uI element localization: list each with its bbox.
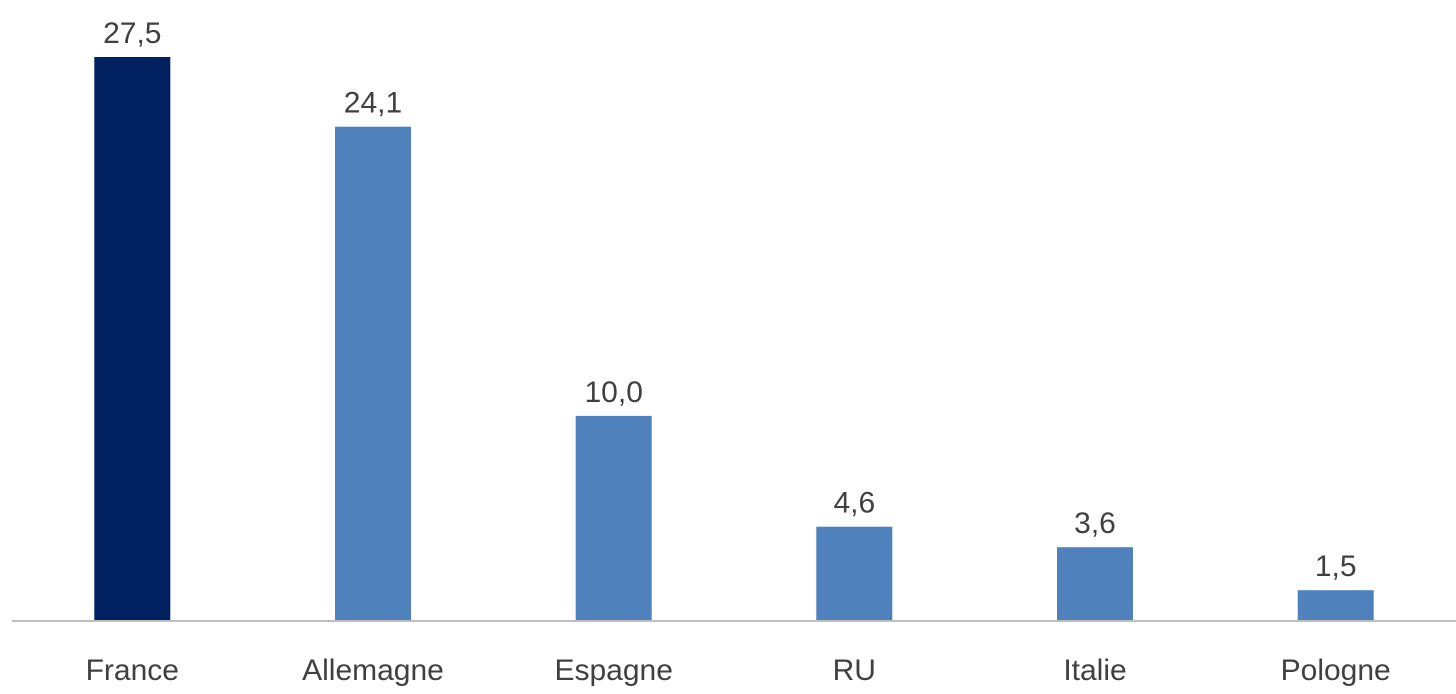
category-label-ru: RU <box>833 654 876 687</box>
bar-espagne <box>575 415 652 621</box>
value-label-pologne: 1,5 <box>1315 550 1357 583</box>
value-label-allemagne: 24,1 <box>344 87 402 120</box>
bar-france <box>94 57 171 621</box>
category-label-espagne: Espagne <box>554 654 672 687</box>
category-label-italie: Italie <box>1063 654 1126 687</box>
category-label-pologne: Pologne <box>1281 654 1391 687</box>
category-labels-group: France Allemagne Espagne RU Italie Pologne <box>86 654 1391 687</box>
value-label-france: 27,5 <box>103 17 161 50</box>
category-label-allemagne: Allemagne <box>302 654 444 687</box>
bar-italie <box>1057 547 1133 621</box>
bars-group <box>94 57 1374 621</box>
value-labels-group: 27,5 24,1 10,0 4,6 3,6 1,5 <box>103 17 1356 583</box>
value-label-italie: 3,6 <box>1074 507 1116 540</box>
bar-allemagne <box>335 126 411 621</box>
bar-pologne <box>1297 590 1374 621</box>
category-label-france: France <box>86 654 179 687</box>
bar-ru <box>816 526 893 621</box>
value-label-ru: 4,6 <box>833 487 875 520</box>
value-label-espagne: 10,0 <box>585 376 643 409</box>
